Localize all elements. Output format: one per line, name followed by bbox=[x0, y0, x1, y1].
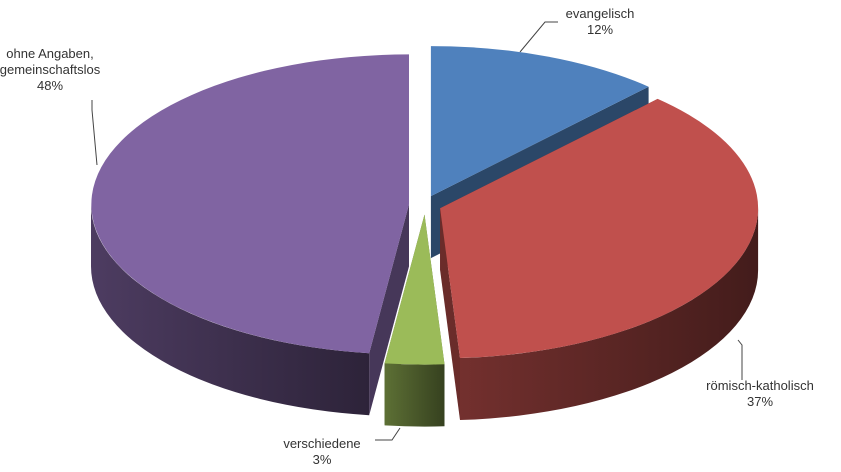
slice-top bbox=[430, 46, 649, 197]
category-label: römisch-katholisch bbox=[706, 378, 814, 393]
slice-side bbox=[384, 363, 445, 427]
slice-side bbox=[91, 204, 370, 416]
data-label: evangelisch 12% bbox=[540, 6, 660, 38]
leader-line bbox=[91, 100, 98, 166]
slice-top bbox=[440, 98, 759, 359]
category-label: evangelisch bbox=[565, 6, 635, 21]
leader-line bbox=[375, 427, 401, 441]
slice-top bbox=[91, 54, 409, 354]
pie-slice bbox=[384, 214, 445, 427]
data-label: römisch-katholisch 37% bbox=[690, 378, 830, 410]
slice-side bbox=[460, 208, 759, 420]
data-label: ohne Angaben, gemeinschaftslos 48% bbox=[0, 46, 115, 94]
value-label: 37% bbox=[746, 394, 774, 409]
leader-line bbox=[737, 339, 743, 380]
pie-slice bbox=[91, 54, 409, 416]
category-label: ohne Angaben, gemeinschaftslos bbox=[0, 46, 101, 77]
leader-line bbox=[519, 21, 558, 53]
pie-slice bbox=[440, 98, 759, 420]
slice-top bbox=[384, 214, 445, 365]
data-label: verschiedene 3% bbox=[267, 436, 377, 468]
category-label: verschiedene bbox=[283, 436, 361, 451]
slice-cut-face bbox=[440, 208, 460, 420]
value-label: 48% bbox=[36, 78, 64, 93]
value-label: 12% bbox=[586, 22, 614, 37]
slice-cut-face bbox=[369, 204, 409, 416]
value-label: 3% bbox=[312, 452, 332, 467]
